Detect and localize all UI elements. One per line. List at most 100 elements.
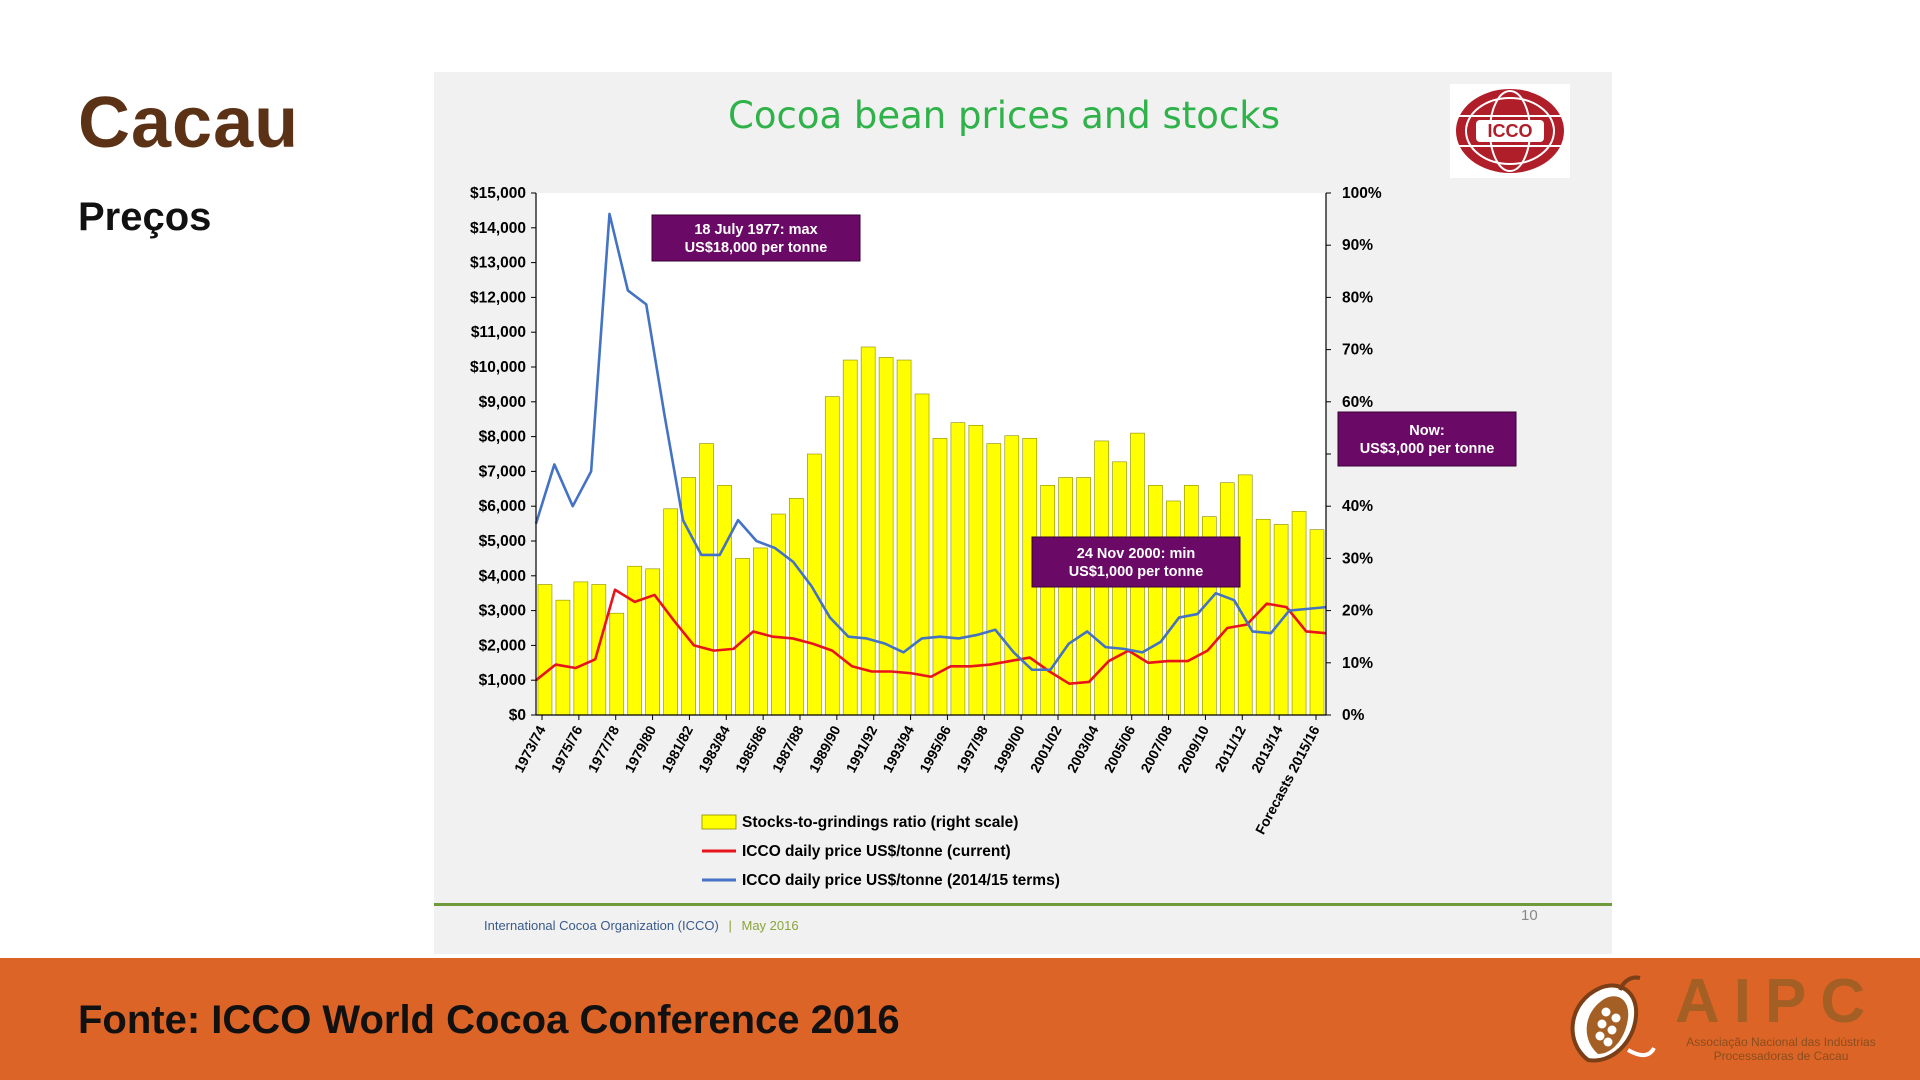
annotation-line1: Now: (1409, 423, 1444, 439)
bar (968, 424, 984, 716)
slide-subtitle: Preços (78, 195, 212, 239)
legend-swatch-bar (701, 814, 737, 830)
bar (914, 393, 930, 716)
bottom-bar: Fonte: ICCO World Cocoa Conference 2016 … (0, 958, 1920, 1080)
left-tick-label: $2,000 (479, 637, 526, 654)
left-tick-label: $0 (509, 707, 526, 724)
bar (1040, 485, 1056, 716)
x-tick-label: 1997/98 (953, 723, 991, 775)
annotation-background (1031, 536, 1241, 588)
left-tick-label: $15,000 (470, 185, 526, 202)
x-tick-label: 2007/08 (1137, 723, 1175, 775)
chart-title: Cocoa bean prices and stocks (728, 94, 1280, 137)
left-tick-label: $6,000 (479, 498, 526, 515)
x-tick-label: 2005/06 (1100, 723, 1138, 775)
annotation-line1: 18 July 1977: max (694, 222, 817, 238)
x-tick-label: 1977/78 (584, 723, 622, 775)
x-tick-label: 1975/76 (548, 723, 586, 775)
right-tick-label: 60% (1342, 394, 1373, 411)
left-tick-label: $4,000 (479, 568, 526, 585)
x-tick-label: 1973/74 (511, 723, 549, 775)
source-text: Fonte: ICCO World Cocoa Conference 2016 (78, 998, 900, 1042)
legend-label: ICCO daily price US$/tonne (2014/15 term… (742, 872, 1060, 889)
bar (771, 513, 786, 716)
right-tick-label: 30% (1342, 550, 1373, 567)
left-tick-label: $5,000 (479, 533, 526, 550)
x-tick-label: 1981/82 (658, 723, 696, 775)
bar (1148, 485, 1163, 716)
bar (789, 498, 804, 716)
bar (896, 359, 912, 716)
bar (537, 584, 553, 716)
bar (986, 443, 1002, 716)
left-tick-label: $11,000 (471, 324, 526, 341)
aipc-tagline-line2: Processadoras de Cacau (1713, 1049, 1849, 1063)
series-line-2 (534, 212, 1327, 672)
left-tick-label: $9,000 (479, 394, 526, 411)
bar (1184, 485, 1199, 716)
bar (950, 422, 966, 716)
panel-footer-date: May 2016 (741, 918, 799, 933)
x-tick-label: 1999/00 (990, 723, 1028, 775)
cocoa-pod-icon (1570, 975, 1656, 1063)
aipc-tagline-line1: Associação Nacional das Indústrias (1686, 1035, 1876, 1049)
x-tick-label: 1983/84 (695, 723, 733, 775)
icco-logo-text: ICCO (1488, 121, 1533, 141)
chart-panel: Cocoa bean prices and stocks $0 $1,000 $2,… (434, 72, 1612, 954)
x-tick-label: 1989/90 (806, 723, 844, 775)
x-tick-label: 1991/92 (842, 723, 880, 775)
annotation-box: 18 July 1977: max US$18,000 per tonne (651, 214, 861, 262)
bar (645, 568, 660, 716)
bar (699, 443, 714, 716)
bar (1112, 461, 1127, 716)
bar (573, 581, 589, 716)
x-tick-label: 2009/10 (1174, 723, 1212, 775)
bar (627, 565, 643, 716)
annotation-box: 24 Nov 2000: min US$1,000 per tonne (1031, 536, 1241, 588)
series-line-1 (535, 588, 1327, 685)
bar (1291, 511, 1307, 716)
legend-label: ICCO daily price US$/tonne (current) (742, 843, 1011, 860)
left-tick-label: $7,000 (479, 463, 526, 480)
legend-label: Stocks-to-grindings ratio (right scale) (742, 814, 1018, 831)
panel-footer-separator: | (728, 918, 732, 933)
annotation-line1: 24 Nov 2000: min (1077, 546, 1195, 562)
bar (681, 477, 696, 716)
left-tick-label: $10,000 (470, 359, 526, 376)
legend: Stocks-to-grindings ratio (right scale) I… (701, 814, 1060, 889)
left-tick-label: $8,000 (479, 429, 526, 446)
bar (878, 357, 894, 716)
icco-logo: ICCO (1450, 84, 1570, 178)
x-tick-label: 2003/04 (1064, 723, 1102, 775)
bar (1255, 518, 1271, 716)
bar (1309, 529, 1325, 716)
aipc-logo-text: AIPC (1675, 967, 1880, 1036)
bar (1166, 500, 1181, 716)
chart: Cocoa bean prices and stocks $0 $1,000 $2,… (470, 94, 1517, 889)
bar (555, 599, 571, 716)
slide-title: Cacau (78, 83, 300, 163)
bar (1076, 477, 1091, 716)
x-tick-label: 1993/94 (879, 723, 917, 775)
annotation-background (651, 214, 861, 262)
x-tick-label: 1995/96 (916, 723, 954, 775)
right-tick-label: 90% (1342, 237, 1373, 254)
left-tick-label: $13,000 (470, 255, 526, 272)
annotation-box: Now: US$3,000 per tonne (1337, 411, 1517, 467)
panel-page-number: 10 (1521, 907, 1538, 924)
left-tick-label: $12,000 (470, 289, 526, 306)
left-tick-label: $3,000 (479, 603, 526, 620)
annotation-line2: US$1,000 per tonne (1069, 564, 1204, 580)
right-tick-label: 0% (1342, 707, 1365, 724)
bar (860, 346, 876, 716)
bar (824, 396, 840, 716)
right-tick-label: 70% (1342, 342, 1373, 359)
x-tick-label: 1985/86 (732, 723, 770, 775)
bar (717, 485, 732, 716)
x-tick-label: 2001/02 (1027, 723, 1065, 775)
x-tick-label: 1987/88 (769, 723, 807, 775)
bar-series (537, 346, 1325, 716)
x-tick-label: 2011/12 (1211, 723, 1249, 775)
right-tick-label: 100% (1342, 185, 1382, 202)
bar (1004, 435, 1020, 716)
